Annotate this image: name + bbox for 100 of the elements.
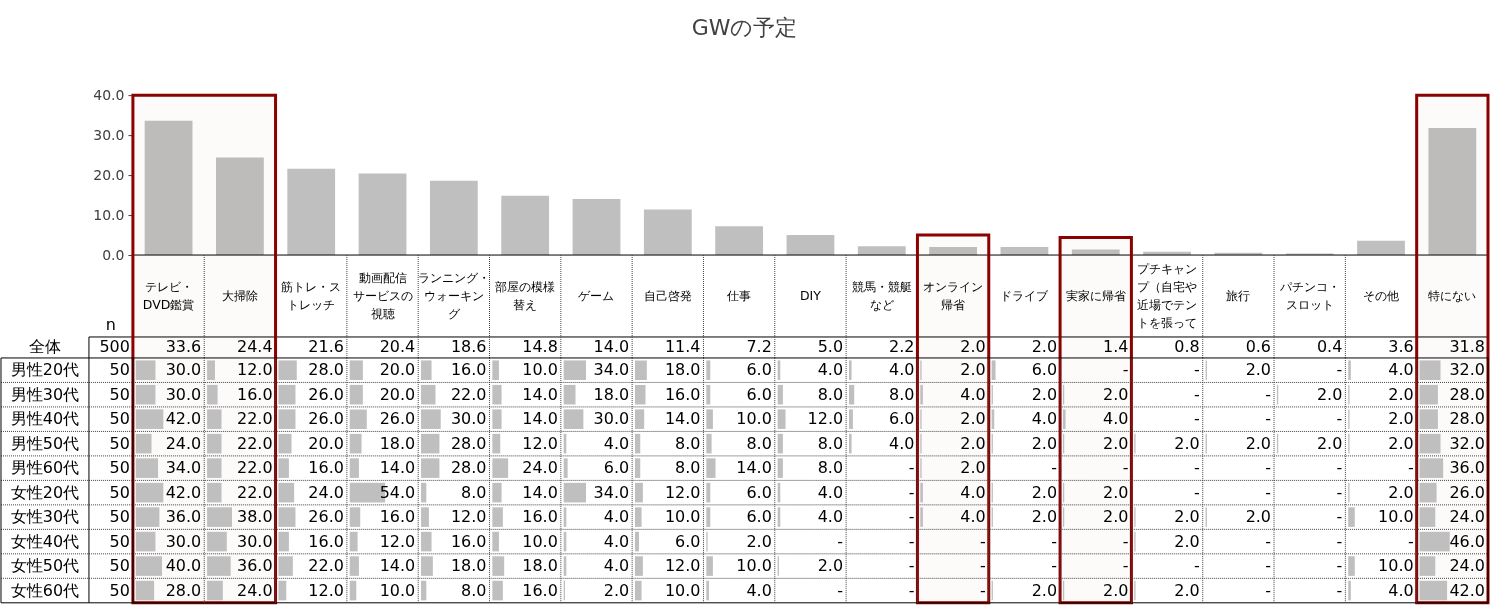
data-label: 6.0 [746,507,772,527]
data-label: 2.0 [603,580,630,600]
data-label: 20.0 [308,433,344,453]
data-label: 40.0 [165,556,202,576]
data-label: 20.4 [379,337,416,357]
x-tick-label: パチンコ・スロット [1278,278,1340,312]
data-label: 18.0 [379,433,416,453]
data-label: 8.0 [461,580,487,600]
data-label: 28.0 [1449,384,1485,404]
data-label: 33.6 [165,337,202,357]
text: - [1051,556,1058,576]
text: - [1265,556,1272,576]
data-label: 2.0 [1245,433,1272,453]
data-label: 16.0 [379,507,416,527]
data-label: 2.2 [889,337,915,357]
data-label: 16.0 [664,384,701,404]
text: - [837,580,844,600]
y-tick-label: 女性60代 [10,580,80,600]
text: - [908,580,915,600]
data-label: 22.0 [236,433,273,453]
text: - [908,482,915,502]
data-label: 36.0 [236,556,273,576]
data-label: 12.0 [308,580,344,600]
y2-tick-label: 50 [109,409,130,429]
data-label: 34.0 [593,360,630,380]
y2-tick-label: 50 [109,556,130,576]
text: - [1336,409,1343,429]
data-label: 2.0 [1102,384,1129,404]
data-label: 18.0 [664,360,701,380]
text: - [1265,482,1272,502]
data-label: 31.8 [1449,337,1485,357]
data-label: 2.0 [1245,507,1272,527]
x-tick-label: 仕事 [726,287,752,303]
data-label: 36.0 [1449,458,1485,478]
text: - [1051,531,1058,551]
text: - [1336,556,1343,576]
x-tick-label: 特にない [1428,287,1477,303]
data-label: 2.0 [1031,482,1058,502]
data-label: 2.0 [1388,384,1414,404]
text: - [908,507,915,527]
data-label: 2.0 [817,556,844,576]
text: - [1336,458,1343,478]
data-label: 8.0 [675,433,701,453]
y-tick-label: 30.0 [93,126,125,143]
data-label: 16.0 [450,531,487,551]
data-label: 2.0 [1245,360,1272,380]
text: - [908,556,915,576]
data-label: 24.4 [236,337,273,357]
data-label: 3.6 [1388,337,1414,357]
data-label: 18.0 [450,556,487,576]
text: - [908,458,915,478]
data-label: 2.0 [960,433,986,453]
data-label: 14.0 [736,458,772,478]
data-label: 20.0 [379,360,416,380]
data-label: 32.0 [1449,360,1485,380]
chart-title: GWの予定 [691,15,798,41]
data-label: 42.0 [165,482,202,502]
data-label: 10.0 [664,507,701,527]
data-label: 2.0 [1174,531,1200,551]
text: - [1193,556,1200,576]
text: - [1265,580,1272,600]
data-label: 26.0 [1449,482,1485,502]
y2-tick-label: 50 [109,507,130,527]
data-label: 14.0 [664,409,701,429]
data-label: 6.0 [889,409,915,429]
y-tick-label: 女性50代 [10,556,80,576]
data-label: 8.0 [746,433,772,453]
data-label: 16.0 [236,384,273,404]
data-label: 24.0 [236,580,273,600]
text: - [1193,482,1200,502]
data-label: 26.0 [308,409,344,429]
data-label: 0.6 [1245,337,1272,357]
data-label: 2.0 [1102,482,1129,502]
data-label: 2.0 [1102,580,1129,600]
data-label: 8.0 [675,458,701,478]
data-label: 12.0 [522,433,558,453]
text: - [1122,531,1129,551]
data-label: 2.0 [960,458,986,478]
x-tick-label: 自己啓発 [643,287,692,303]
data-label: 22.0 [308,556,344,576]
data-label: 4.0 [960,482,986,502]
data-label: 2.0 [1174,507,1200,527]
x-tick-label: 筋トレ・ストレッチ [281,278,342,312]
text: - [1265,409,1272,429]
y2-tick-label: 50 [109,433,130,453]
data-label: 4.0 [603,531,630,551]
data-label: 6.0 [675,531,701,551]
data-label: 2.0 [1174,580,1200,600]
data-label: 2.0 [1316,433,1343,453]
text: - [1051,458,1058,478]
data-label: 30.0 [450,409,487,429]
text: n [105,314,116,334]
data-label: 18.6 [450,337,487,357]
text: - [1193,360,1200,380]
y2-tick-label: 50 [109,580,130,600]
text: - [1193,458,1200,478]
data-label: 8.0 [817,458,844,478]
data-label: 0.8 [1174,337,1200,357]
data-label: 34.0 [593,482,630,502]
data-label: 30.0 [165,384,202,404]
